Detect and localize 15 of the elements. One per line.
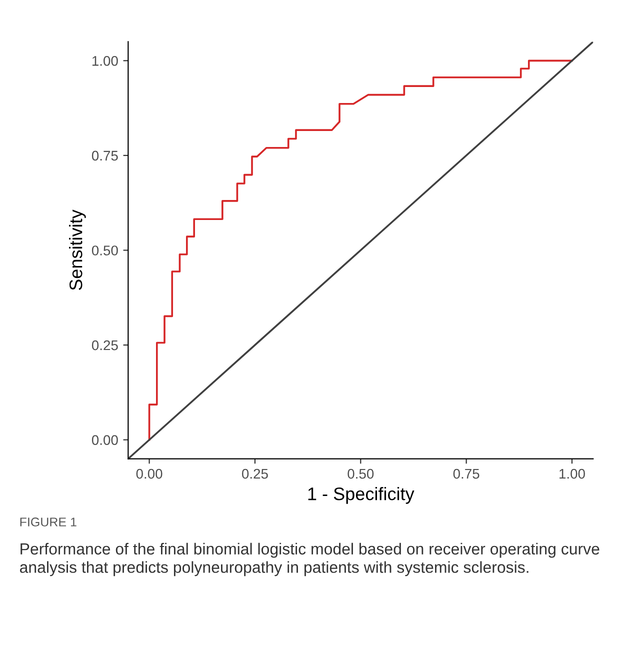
text: Performance of the final binomial logistic model based on receiver operating curve analysis that predicts polyneuropathy in patients with systemic sclerosis.: [20, 542, 600, 576]
x-axis-title: 1 - Specificity: [308, 486, 414, 504]
y-tick-label: 1.00: [92, 56, 118, 66]
y-tick-label: 0.75: [92, 150, 118, 161]
x-tick-label: 1.00: [560, 468, 585, 479]
caption: FIGURE 1: [20, 518, 76, 526]
y-axis-title: Sensitivity: [69, 210, 86, 290]
y-tick-label: 0.25: [92, 340, 118, 350]
y-tick-label: 0.50: [92, 246, 118, 256]
x-tick-label: 0.00: [136, 468, 162, 479]
x-tick-label: 0.25: [242, 468, 268, 479]
x-tick-label: 0.50: [348, 468, 374, 479]
y-tick-label: 0.00: [92, 435, 118, 445]
line-series: [148, 60, 573, 441]
x-tick-label: 0.75: [453, 468, 480, 479]
